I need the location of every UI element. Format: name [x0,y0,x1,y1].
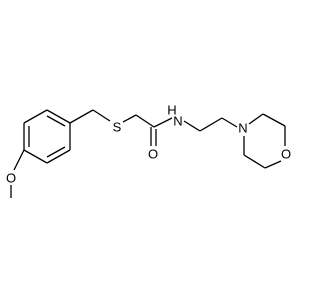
bond [122,114,137,123]
bond [153,117,173,128]
bond [92,109,111,122]
bonds [10,109,286,198]
bond [262,113,286,127]
bond [23,109,48,124]
bond [46,146,66,158]
bond [13,149,25,171]
bond [69,109,94,124]
bond [46,115,66,127]
bond [23,149,48,164]
molecule-diagram: O S O N H N O [6,103,291,198]
bond [248,113,264,125]
bond [135,114,155,128]
bond [183,120,201,132]
atom-label: O [6,171,16,186]
atom-label: N [238,121,247,136]
bond [221,117,238,128]
atom-label: N [173,114,182,129]
bond [199,117,223,132]
bond [264,160,282,169]
atom-label: H [167,103,176,118]
bond [46,149,71,164]
atom-label: S [113,120,122,135]
atom-label: O [281,147,291,162]
bond [46,109,71,124]
bond [243,154,266,169]
atom-label: O [148,147,158,162]
